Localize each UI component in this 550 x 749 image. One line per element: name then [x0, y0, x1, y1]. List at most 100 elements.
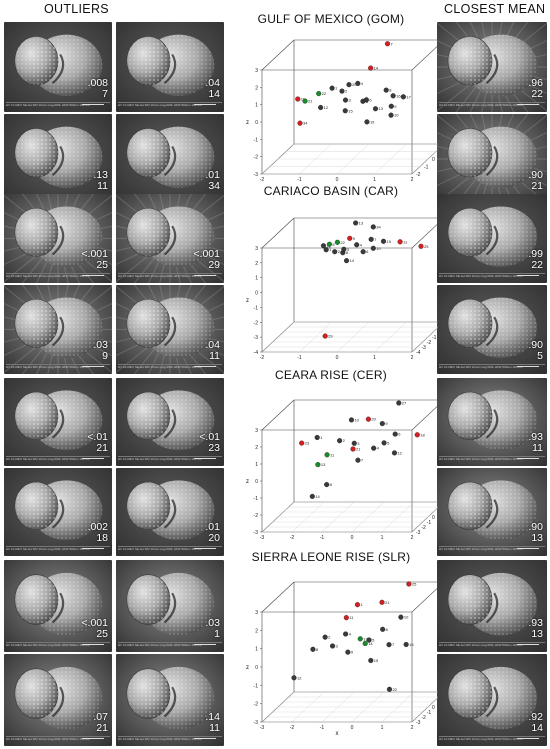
p-value: <.001 — [81, 617, 108, 629]
specimen-id: 11 — [532, 441, 543, 454]
scale-bar — [82, 458, 104, 459]
outlier-point — [406, 581, 412, 587]
outlier-specimen: .14 11 HV 10.00kV SE det WD 10mm mag 600x … — [116, 654, 224, 746]
specimen-point — [368, 236, 374, 242]
sem-image — [4, 114, 112, 204]
p-value: .93 — [528, 617, 543, 629]
point-label: 10 — [394, 113, 399, 118]
outlier-specimen: .04 14 HV 10.00kV SE det WD 10mm mag 600x … — [116, 22, 224, 112]
y-tick-label: 1 — [437, 510, 438, 516]
z-tick-label: 1 — [255, 276, 258, 282]
specimen-id: 13 — [531, 627, 543, 640]
specimen-point — [346, 82, 352, 88]
point-label: 21 — [356, 447, 361, 452]
z-tick-label: 2 — [255, 628, 258, 634]
x-tick-label: -1 — [297, 355, 302, 361]
scale-bar — [194, 644, 216, 645]
sem-image — [4, 22, 112, 112]
p-value: .03 — [93, 339, 108, 351]
point-label: 7 — [374, 237, 377, 242]
specimen-point — [332, 249, 338, 255]
sem-metadata-bar: HV 10.00kV SE det WD 10mm mag 600x HFW 5… — [6, 364, 110, 373]
closest-mean-point — [326, 241, 332, 247]
outlier-point — [414, 432, 420, 438]
specimen-point — [398, 614, 404, 620]
point-label: 2 — [345, 89, 348, 94]
point-label: 17 — [406, 94, 411, 99]
z-tick-label: -1 — [254, 683, 259, 689]
z-tick-label: -3 — [254, 172, 259, 178]
scale-bar — [82, 104, 104, 105]
x-tick-label: 2 — [411, 535, 414, 541]
scale-bar — [517, 104, 539, 105]
y-tick-label: -2 — [421, 715, 426, 721]
sem-image — [116, 285, 224, 374]
specimen-point — [354, 242, 360, 248]
point-label: 25 — [424, 244, 429, 249]
x-tick-label: -1 — [320, 725, 325, 731]
scale-bar — [194, 458, 216, 459]
sem-metadata-bar: HV 10.00kV SE det WD 10mm mag 600x HFW 5… — [118, 546, 222, 555]
point-label: 4 — [360, 242, 363, 247]
outlier-specimen: <.001 29 HV 10.00kV SE det WD 10mm mag 600… — [116, 194, 224, 283]
y-tick-label: -2 — [421, 525, 426, 531]
sem-metadata-text: HV 10.00kV SE det WD 10mm mag 600x HFW 5… — [439, 547, 523, 551]
pca-3d-scatter: -2-1012-4-3-2-1012-4-3-2-10123z133489212… — [226, 206, 438, 366]
point-label: 13 — [363, 636, 368, 641]
specimen-point — [320, 243, 327, 249]
point-label: 8 — [316, 647, 319, 652]
point-label: 1 — [335, 86, 338, 91]
scale-bar — [517, 644, 539, 645]
p-value: .008 — [87, 77, 108, 89]
scale-bar — [82, 644, 104, 645]
point-label: 13 — [379, 106, 384, 111]
specimen-point — [380, 238, 387, 244]
specimen-point — [366, 637, 372, 643]
p-value: .96 — [528, 77, 543, 89]
x-tick-label: -1 — [297, 177, 302, 183]
point-label: 3 — [357, 441, 360, 446]
p-value-label: .93 13 — [528, 618, 543, 639]
y-tick-label: -3 — [416, 720, 421, 726]
p-value-label: .92 14 — [528, 712, 543, 733]
specimen-id: 11 — [209, 721, 220, 734]
specimen-point — [337, 438, 343, 444]
scale-bar — [82, 738, 104, 739]
point-label: 20 — [371, 417, 376, 422]
point-label: 14 — [374, 66, 379, 71]
z-axis-label: z — [246, 298, 249, 304]
x-tick-label: -1 — [320, 535, 325, 541]
specimen-id: 9 — [102, 349, 108, 362]
point-label: 22 — [322, 91, 327, 96]
specimen-point — [363, 97, 369, 103]
p-value-label: .90 5 — [528, 340, 543, 361]
sem-metadata-bar: HV 10.00kV SE det WD 10mm mag 600x HFW 5… — [118, 273, 222, 282]
sem-metadata-text: HV 10.00kV SE det WD 10mm mag 600x HFW 5… — [118, 274, 202, 278]
sem-image — [116, 468, 224, 556]
specimen-id: 11 — [97, 179, 108, 192]
p-value-label: .002 18 — [88, 522, 108, 543]
specimen-point — [372, 106, 379, 112]
cube-edge — [411, 223, 438, 249]
y-tick-label: 0 — [432, 705, 435, 711]
scale-bar — [194, 366, 216, 367]
sem-metadata-text: HV 10.00kV SE det WD 10mm mag 600x HFW 5… — [439, 103, 523, 107]
point-label: 8 — [389, 88, 392, 93]
p-value: <.001 — [81, 248, 108, 260]
x-tick-label: -2 — [290, 725, 295, 731]
sem-metadata-bar: HV 10.00kV SE det WD 10mm mag 600x HFW 5… — [6, 273, 110, 282]
p-value-label: .04 14 — [205, 78, 220, 99]
closest-mean-point — [357, 636, 363, 642]
point-label: 5 — [372, 638, 375, 643]
point-label: 14 — [315, 494, 320, 499]
y-tick-label: -2 — [416, 172, 421, 178]
outlier-specimen: .008 7 HV 10.00kV SE det WD 10mm mag 600x … — [4, 22, 112, 112]
z-tick-label: 3 — [255, 428, 258, 434]
point-label: 8 — [330, 482, 333, 487]
p-value-label: .93 11 — [528, 432, 543, 453]
sem-image — [116, 22, 224, 112]
closest-mean-specimen: .9021HV 10.00kV SE det WD 10mm mag 600x … — [437, 114, 547, 204]
specimen-point — [318, 104, 324, 111]
p-value: .13 — [93, 169, 108, 181]
sem-metadata-text: HV 10.00kV SE det WD 10mm mag 600x HFW 5… — [118, 365, 202, 369]
